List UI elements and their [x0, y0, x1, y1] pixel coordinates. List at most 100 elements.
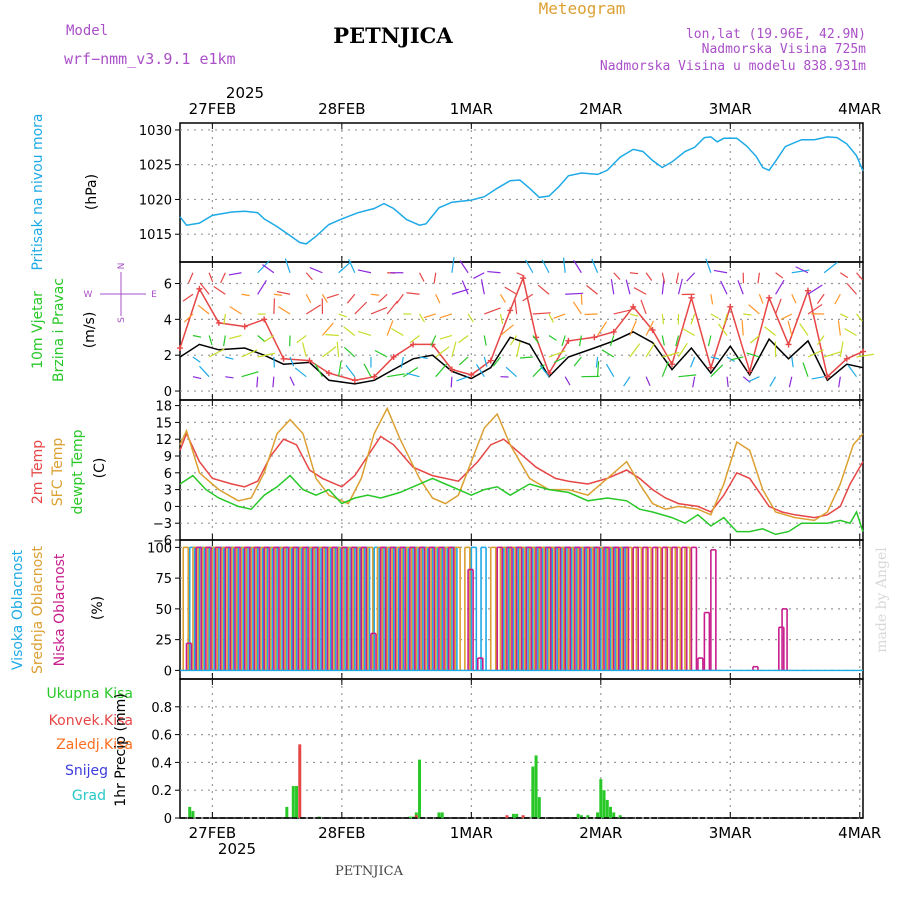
gust-marker [196, 285, 203, 292]
elevation-label: Nadmorska Visina 725m [702, 42, 867, 57]
wind-arrow [553, 313, 566, 319]
wind-arrow [601, 349, 615, 358]
wind-arrow [856, 353, 875, 358]
wind-arrow [661, 335, 665, 346]
wind-arrow [484, 307, 501, 315]
wind-arrow [321, 293, 328, 303]
wind-arrow [386, 300, 399, 315]
lonlat-label: lon,lat (19.96E, 42.9N) [686, 27, 866, 42]
wind-arrow [748, 304, 760, 315]
wind-arrow [480, 279, 485, 295]
gust-marker [177, 345, 183, 352]
wind-arrow [629, 320, 637, 336]
gust-marker [649, 327, 656, 334]
wind-arrow [787, 320, 793, 336]
wind-arrow [435, 363, 448, 378]
wind-arrow [396, 293, 404, 304]
top-day-label: 3MAR [709, 100, 752, 118]
pressure-ylabel: Pritisak na nivou mora [30, 113, 46, 270]
wind-arrow [591, 258, 599, 273]
meteogram-title: Meteogram [539, 0, 626, 18]
wind-arrow [775, 298, 782, 315]
wind-arrow [645, 342, 656, 358]
precip-bar [579, 815, 583, 818]
compass-west: W [84, 290, 93, 300]
bottom-year-label: 2025 [218, 840, 256, 858]
wind-arrow [537, 284, 550, 295]
bottom-day-label: 3MAR [709, 824, 752, 842]
wind-arrow [610, 279, 615, 295]
gust-marker [468, 371, 475, 378]
wind-arrow [580, 294, 583, 305]
ytick-label: −3 [153, 517, 172, 532]
wind-arrow [338, 261, 352, 274]
wind-arrow [314, 363, 323, 377]
wind-arrow [223, 313, 226, 325]
precip-bar [295, 786, 299, 818]
ytick-label: 0 [164, 664, 172, 679]
gust-marker [727, 303, 734, 310]
wind-arrow [305, 304, 322, 315]
wind-arrow [823, 261, 838, 274]
panel-clouds: 0 25 50 75 100 [147, 539, 864, 680]
wind-arrow [208, 335, 213, 346]
wind-arrow [726, 376, 729, 388]
wind-arrow [677, 278, 683, 295]
bottom-time-axis: 27FEB 28FEB 1MAR 2MAR 3MAR 4MAR [189, 824, 882, 842]
wind-arrow [391, 328, 404, 336]
compass-rose: N W E S [84, 263, 158, 323]
wind-arrow [661, 361, 669, 377]
wind-arrow [357, 269, 372, 274]
gust-marker [860, 348, 866, 355]
wind-arrow [419, 356, 428, 360]
wind-arrow [257, 335, 266, 342]
wind-arrow [475, 364, 485, 378]
wind-arrow [730, 356, 744, 361]
pressure-unit: (hPa) [84, 174, 100, 210]
wind-arrow [213, 285, 226, 295]
wind-arrow [837, 320, 841, 336]
ytick-label: 0 [164, 385, 172, 400]
model-elevation-label: Nadmorska Visina u modelu 838.931m [600, 59, 866, 74]
gust-marker [280, 355, 287, 362]
wind-arrow [596, 361, 600, 377]
wind-arrow [707, 335, 712, 347]
wind-arrow [499, 313, 504, 325]
footer-station: PETNJICA [335, 864, 404, 879]
wind-arrow [548, 350, 566, 358]
precip-ylabel-frozen: Zaledj.Kisa [56, 737, 133, 753]
wind-arrow [182, 293, 194, 302]
wind-arrow [561, 335, 566, 347]
precip-bar [511, 813, 515, 818]
wind-arrow [188, 272, 194, 284]
series-line-wind-1 [179, 275, 864, 382]
wind-arrow [374, 349, 388, 358]
wind-arrow [492, 356, 501, 367]
gust-marker [688, 294, 695, 301]
panel-frame-precip [179, 678, 864, 819]
precip-bar [521, 815, 525, 818]
wind-arrow [807, 303, 823, 315]
wind-arrow [633, 287, 647, 295]
wind-arrow [419, 272, 425, 282]
wind-ylabel-2: Brzina i Pravac [51, 278, 67, 382]
wind-arrow [764, 326, 776, 336]
wind-arrow [400, 356, 404, 368]
wind-arrow [645, 376, 651, 386]
gust-marker [390, 353, 397, 360]
wind-arrow [816, 335, 825, 346]
ytick-label: 18 [155, 400, 172, 415]
wind-arrow [403, 367, 419, 378]
precip-bar [609, 806, 613, 818]
wind-arrow [519, 356, 533, 359]
wind-arrow [856, 272, 864, 281]
ytick-label: 15 [155, 416, 172, 431]
gust-marker [507, 307, 514, 314]
wind-arrow [451, 257, 455, 273]
precip-bar [596, 812, 600, 818]
wind-arrow [199, 282, 210, 295]
wind-arrow [516, 272, 525, 277]
wind-arrow [692, 376, 696, 388]
wind-arrow [423, 313, 436, 319]
